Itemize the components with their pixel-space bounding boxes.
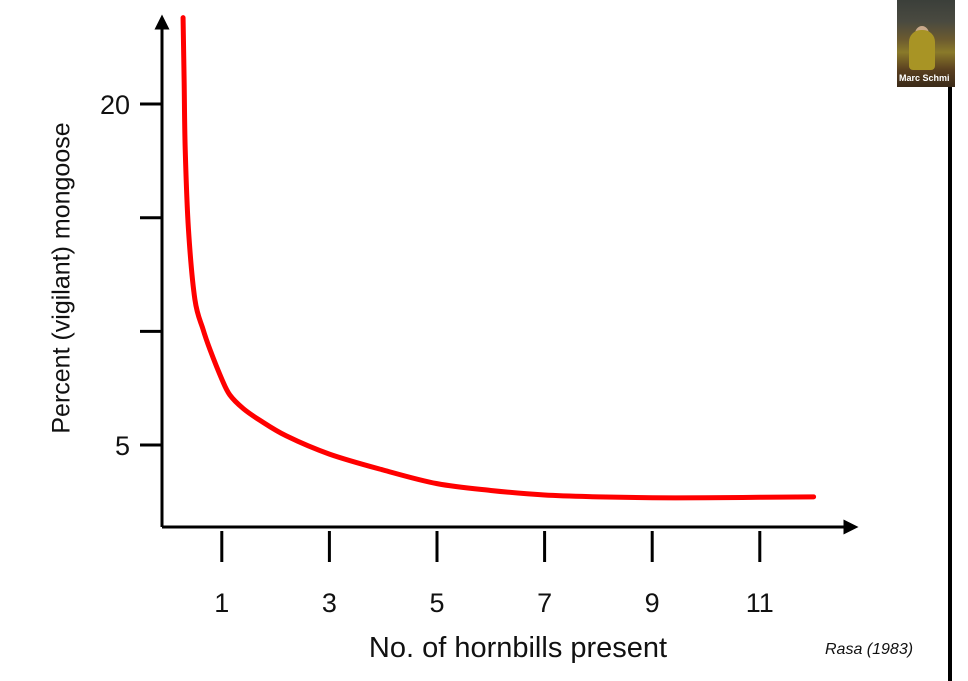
x-axis-label: No. of hornbills present bbox=[368, 632, 668, 664]
citation: Rasa (1983) bbox=[825, 641, 914, 658]
participant-body bbox=[909, 30, 935, 70]
series-line bbox=[180, 15, 817, 501]
y-axis-label: Percent (vigilant) mongoose bbox=[47, 122, 76, 434]
x-tick-label: 11 bbox=[746, 588, 774, 618]
participant-name: Marc Schmi bbox=[899, 73, 950, 83]
x-tick-label: 9 bbox=[645, 588, 660, 618]
y-tick-label: 5 bbox=[115, 431, 130, 461]
participant-video-thumbnail[interactable]: Marc Schmi bbox=[897, 0, 955, 87]
x-tick-label: 3 bbox=[322, 588, 337, 618]
x-tick-label: 5 bbox=[429, 588, 444, 618]
y-tick-label: 20 bbox=[100, 90, 130, 120]
panel-divider bbox=[948, 87, 952, 681]
x-tick-label: 7 bbox=[537, 588, 552, 618]
x-tick-label: 1 bbox=[214, 588, 229, 618]
